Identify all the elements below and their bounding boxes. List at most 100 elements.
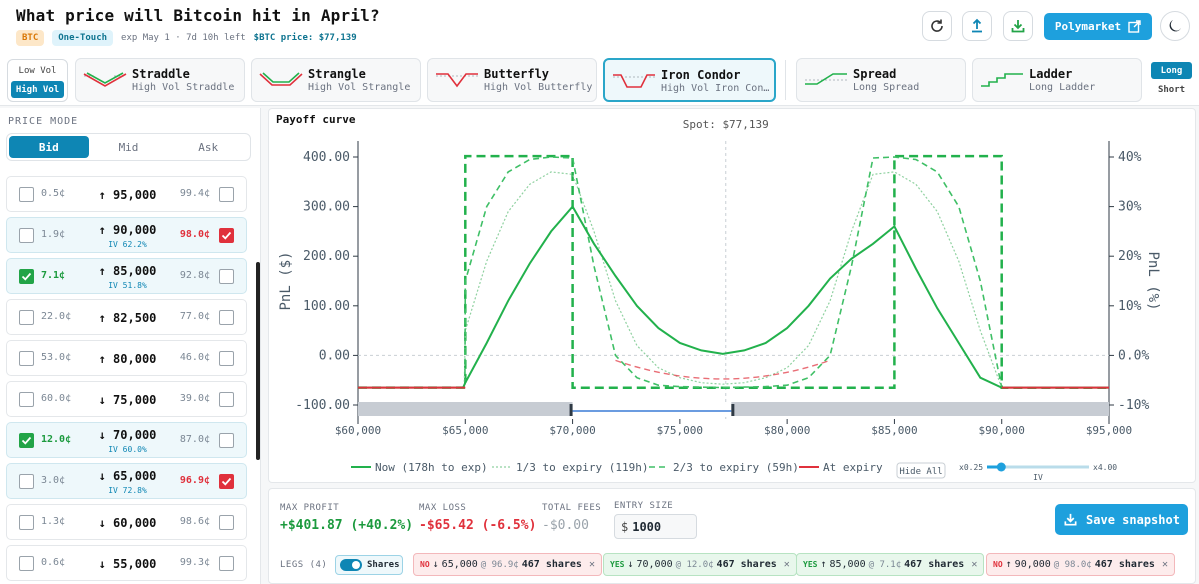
theme-toggle-button[interactable] <box>1160 11 1190 41</box>
yes-checkbox[interactable] <box>19 228 34 243</box>
strike-price: 70,000 <box>113 428 157 442</box>
remove-leg-icon[interactable]: ✕ <box>783 559 790 570</box>
long-option[interactable]: Long <box>1151 62 1192 79</box>
series-line-1 <box>358 204 1109 389</box>
shares-toggle-label: Shares <box>367 560 400 570</box>
leg-chip: YES ↑ 85,000 @ 7.1¢ 467 shares ✕ <box>796 553 985 576</box>
no-checkbox[interactable] <box>219 310 234 325</box>
polymarket-button[interactable]: Polymarket <box>1044 13 1152 40</box>
strike-price: 82,500 <box>113 311 157 325</box>
strike-row[interactable]: 0.6¢ ↓ 55,000 99.3¢ <box>6 545 247 581</box>
shares-toggle[interactable]: Shares <box>335 555 403 575</box>
direction-arrow: ↑ <box>98 311 106 325</box>
legs-label: LEGS (4) <box>280 560 328 570</box>
strike-label: ↑ 82,500 <box>7 311 248 325</box>
y-tick-label: -100.00 <box>295 398 350 413</box>
high-vol-option[interactable]: High Vol <box>11 81 64 98</box>
entry-size-input[interactable]: $ 1000 <box>614 514 697 539</box>
market-type-badge: One-Touch <box>52 30 114 46</box>
share-button[interactable] <box>962 11 992 41</box>
legend-item: 1/3 to expiry (119h) <box>516 461 648 474</box>
strangle-icon <box>259 72 303 86</box>
no-checkbox[interactable] <box>219 515 234 530</box>
yes-checkbox[interactable] <box>19 351 34 366</box>
asset-badge: BTC <box>16 30 45 46</box>
no-checkbox[interactable] <box>219 392 234 407</box>
direction-arrow: ↑ <box>98 264 106 278</box>
no-checkbox[interactable] <box>219 269 234 284</box>
yes-checkbox[interactable] <box>19 556 34 571</box>
remove-leg-icon[interactable]: ✕ <box>971 559 978 570</box>
price-mode-ask[interactable]: Ask <box>198 140 219 154</box>
download-icon <box>1011 20 1025 33</box>
y-tick-label: 0.00 <box>319 348 350 363</box>
strike-label: ↑ 80,000 <box>7 352 248 366</box>
remove-leg-icon[interactable]: ✕ <box>1161 559 1168 570</box>
legend-item: At expiry <box>823 461 883 474</box>
upload-icon <box>972 18 982 33</box>
price-mode-bid[interactable]: Bid <box>9 136 89 158</box>
scrollbar[interactable] <box>256 262 260 460</box>
no-checkbox[interactable] <box>219 187 234 202</box>
x-tick-label: $85,000 <box>871 424 917 437</box>
strike-row[interactable]: 3.0¢ ↓ 65,000 IV 72.8% 96.9¢ <box>6 463 247 499</box>
external-link-icon <box>1128 20 1141 33</box>
strike-label: ↓ 75,000 <box>7 393 248 407</box>
summary-panel: MAX PROFIT +$401.87 (+40.2%) MAX LOSS -$… <box>268 488 1196 584</box>
hide-all-button[interactable] <box>896 462 946 479</box>
download-button[interactable] <box>1003 11 1033 41</box>
strike-row[interactable]: 12.0¢ ↓ 70,000 IV 60.0% 87.0¢ <box>6 422 247 458</box>
no-checkbox[interactable] <box>219 433 234 448</box>
strike-row[interactable]: 22.0¢ ↑ 82,500 77.0¢ <box>6 299 247 335</box>
no-checkbox[interactable] <box>219 556 234 571</box>
yes-checkbox[interactable] <box>19 474 34 489</box>
refresh-button[interactable] <box>922 11 952 41</box>
strategy-sub: High Vol Strangle <box>308 82 411 93</box>
implied-vol: IV 51.8% <box>108 281 147 290</box>
y-tick-label: 100.00 <box>303 299 350 314</box>
yes-price: 12.0¢ <box>41 434 72 445</box>
yes-checkbox[interactable] <box>19 187 34 202</box>
no-checkbox[interactable] <box>219 474 234 489</box>
yes-checkbox[interactable] <box>19 433 34 448</box>
yes-checkbox[interactable] <box>19 515 34 530</box>
strategy-card-ladder[interactable]: Ladder Long Ladder <box>972 58 1142 102</box>
strategy-card-butterfly[interactable]: Butterfly High Vol Butterfly <box>427 58 597 102</box>
yes-checkbox[interactable] <box>19 310 34 325</box>
max-profit-label: MAX PROFIT <box>280 503 340 513</box>
strategy-name: Butterfly <box>484 67 550 81</box>
expiry-text: exp May 1 · 7d 10h left <box>121 33 246 43</box>
strike-row[interactable]: 1.9¢ ↑ 90,000 IV 62.2% 98.0¢ <box>6 217 247 253</box>
short-option[interactable]: Short <box>1157 84 1186 95</box>
legend-item: Now (178h to exp) <box>375 461 488 474</box>
x-tick-label: $65,000 <box>442 424 488 437</box>
yes-checkbox[interactable] <box>19 269 34 284</box>
strike-row[interactable]: 60.0¢ ↓ 75,000 39.0¢ <box>6 381 247 417</box>
price-mode-toggle: Bid Mid Ask <box>6 133 251 161</box>
no-checkbox[interactable] <box>219 228 234 243</box>
x-tick-label: $60,000 <box>335 424 381 437</box>
strike-row[interactable]: 53.0¢ ↑ 80,000 46.0¢ <box>6 340 247 376</box>
price-mode-mid[interactable]: Mid <box>118 140 139 154</box>
low-vol-option[interactable]: Low Vol <box>18 65 57 76</box>
no-checkbox[interactable] <box>219 351 234 366</box>
direction-arrow: ↑ <box>98 352 106 366</box>
strike-row[interactable]: 0.5¢ ↑ 95,000 99.4¢ <box>6 176 247 212</box>
leg-shares: 467 shares <box>1094 559 1155 570</box>
strategy-card-spread[interactable]: Spread Long Spread <box>796 58 966 102</box>
x-tick-label: $70,000 <box>549 424 595 437</box>
strategy-card-strangle[interactable]: Strangle High Vol Strangle <box>251 58 421 102</box>
iv-slider-thumb[interactable] <box>996 462 1006 472</box>
strike-row[interactable]: 1.3¢ ↓ 60,000 98.6¢ <box>6 504 247 540</box>
yes-checkbox[interactable] <box>19 392 34 407</box>
leg-price: @ 96.9¢ <box>480 559 519 570</box>
remove-leg-icon[interactable]: ✕ <box>588 559 595 570</box>
strike-price: 55,000 <box>113 557 157 571</box>
total-fees-value: -$0.00 <box>542 518 589 533</box>
strike-row[interactable]: 7.1¢ ↑ 85,000 IV 51.8% 92.8¢ <box>6 258 247 294</box>
strategy-card-straddle[interactable]: Straddle High Vol Straddle <box>75 58 245 102</box>
leg-strike: 90,000 <box>1014 559 1051 570</box>
yes-price: 0.5¢ <box>41 188 66 199</box>
strategy-card-iron-condor[interactable]: Iron Condor High Vol Iron Con… <box>603 58 776 102</box>
save-snapshot-button[interactable]: Save snapshot <box>1055 504 1188 535</box>
